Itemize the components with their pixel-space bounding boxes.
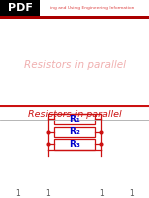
Text: R₃: R₃ xyxy=(69,140,80,149)
Bar xyxy=(54,139,95,150)
Text: R₂: R₂ xyxy=(69,128,80,136)
Text: ing and Using Engineering Information: ing and Using Engineering Information xyxy=(50,6,135,10)
Text: Resistors in parallel: Resistors in parallel xyxy=(24,60,125,70)
Text: PDF: PDF xyxy=(8,3,32,13)
Text: 1: 1 xyxy=(15,189,20,198)
Text: 1: 1 xyxy=(45,189,50,198)
Text: 1: 1 xyxy=(129,189,134,198)
Text: 1: 1 xyxy=(99,189,104,198)
Bar xyxy=(54,127,95,137)
Text: Resistors in parallel: Resistors in parallel xyxy=(28,110,121,119)
Bar xyxy=(0,16,149,19)
Text: R₁: R₁ xyxy=(69,115,80,124)
Bar xyxy=(0,0,40,16)
Bar xyxy=(54,114,95,125)
